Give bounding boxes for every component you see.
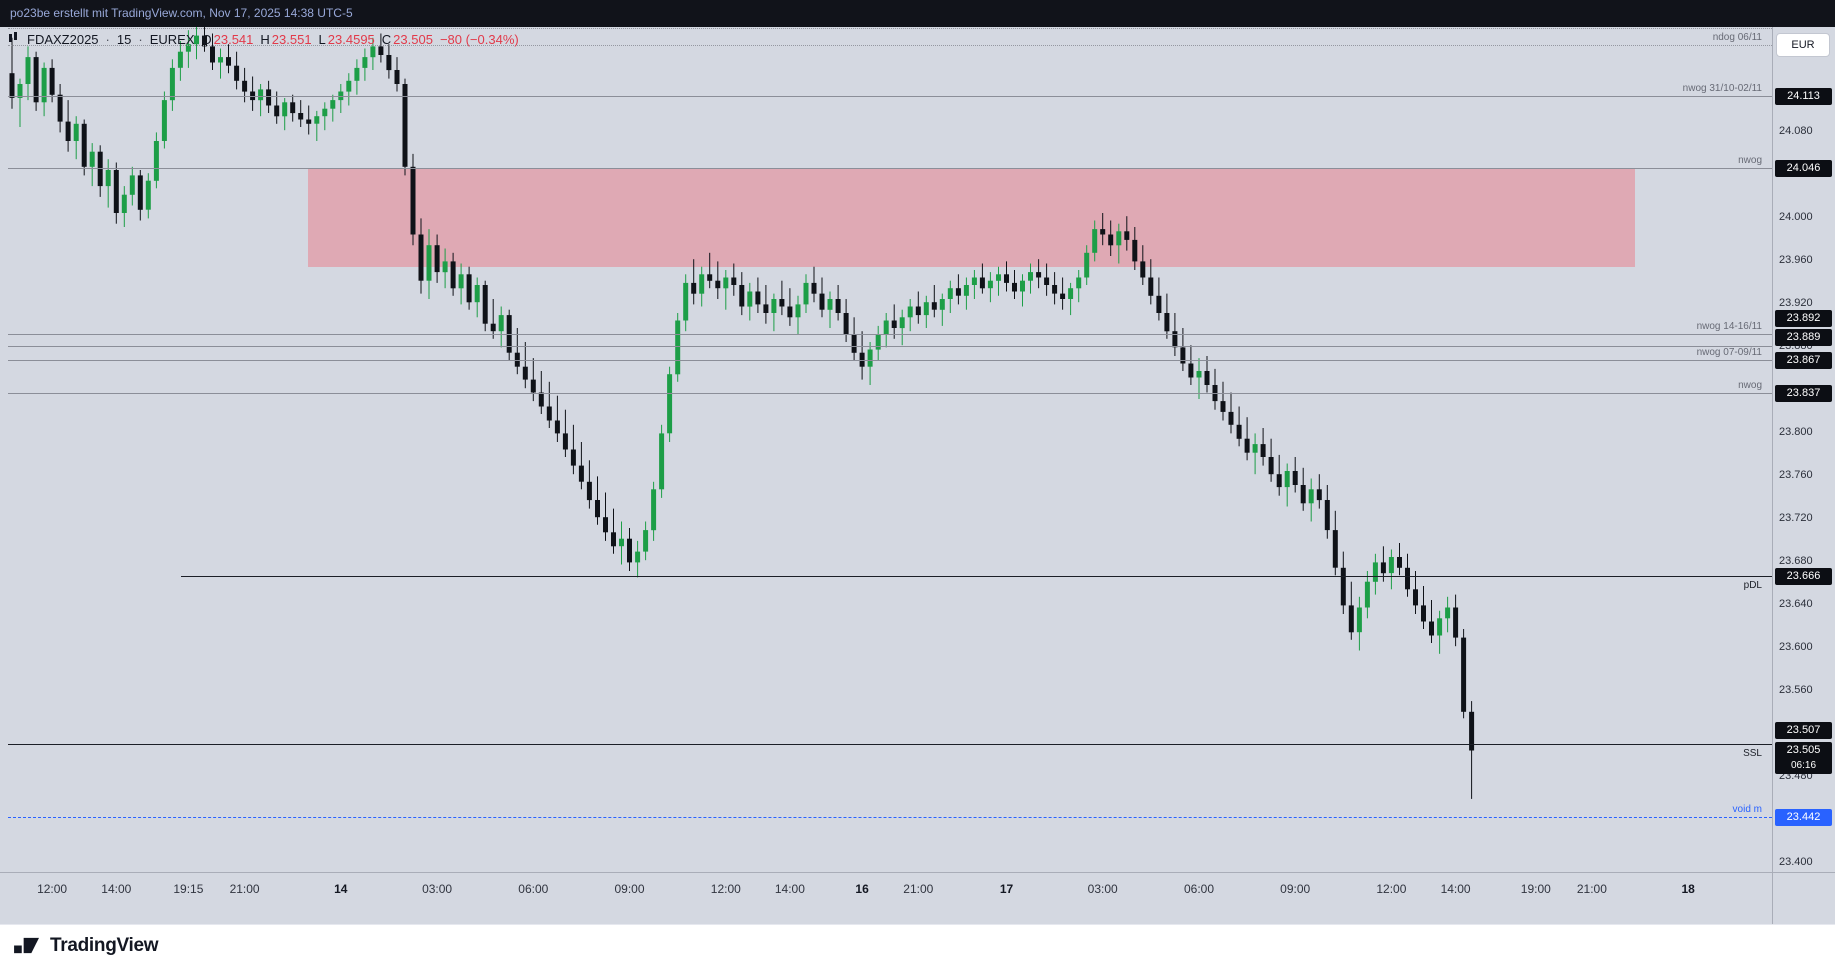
time-label: 19:00 — [1520, 882, 1551, 896]
time-label: 21:00 — [1576, 882, 1607, 896]
nwog-14-16-low-line[interactable] — [8, 346, 1772, 348]
pdl-line[interactable] — [181, 576, 1772, 578]
time-label-day: 18 — [1681, 882, 1695, 896]
price-badge-23892: 23.892 — [1775, 309, 1832, 327]
price-tick: 23.720 — [1779, 512, 1813, 525]
price-tick: 23.400 — [1779, 856, 1813, 869]
tradingview-logo-icon[interactable] — [14, 934, 41, 957]
ndog-upper-line[interactable] — [8, 28, 1772, 30]
legend-separator: · — [105, 32, 110, 47]
ndog-lower-label: ndog 06/11 — [1712, 32, 1762, 44]
chart-plot-area[interactable]: FDAXZ2025 · 15 · EUREX O 23.541 H 23.551 L… — [0, 27, 1772, 872]
time-label: 12:00 — [710, 882, 741, 896]
tradingview-wordmark[interactable]: TradingView — [50, 934, 159, 956]
price-tick: 23.560 — [1779, 684, 1813, 697]
time-label: 03:00 — [422, 882, 453, 896]
supply-zone-drawing[interactable] — [308, 168, 1635, 267]
nwog-24046-line[interactable] — [8, 167, 1772, 169]
price-tick: 23.960 — [1779, 254, 1813, 267]
nwog-23837-label: nwog — [1738, 379, 1762, 391]
time-label: 09:00 — [614, 882, 645, 896]
time-label: 09:00 — [1280, 882, 1311, 896]
price-tick: 24.080 — [1779, 125, 1813, 138]
bar-countdown: 06:16 — [1790, 759, 1817, 771]
price-tick: 23.800 — [1779, 426, 1813, 439]
interval-label: 15 — [116, 32, 132, 47]
void-m-line[interactable] — [8, 817, 1772, 819]
ohlc-low: L 23.4595 — [318, 32, 375, 47]
nwog-07-09-line[interactable] — [8, 360, 1772, 362]
price-tick: 24.000 — [1779, 211, 1813, 224]
chart-background — [0, 27, 1835, 924]
ndog-lower-line[interactable] — [8, 45, 1772, 47]
time-label: 12:00 — [37, 882, 68, 896]
time-axis-separator — [0, 872, 1835, 873]
nwog-14-16-up-label: nwog 14-16/11 — [1696, 320, 1762, 332]
pdl-label: pDL — [1743, 580, 1762, 592]
price-scale-separator — [1772, 27, 1773, 924]
change-label: −80 (−0.34%) — [439, 32, 519, 47]
price-tick: 23.760 — [1779, 469, 1813, 482]
time-label: 12:00 — [1376, 882, 1407, 896]
time-axis[interactable]: 12:00 14:00 19:15 21:00 14 03:00 06:00 09:00 12:… — [0, 873, 1835, 924]
price-badge-23666: 23.666 — [1775, 568, 1832, 586]
ohlc-close: C 23.505 — [381, 32, 433, 47]
price-badge-23442: 23.442 — [1775, 809, 1832, 827]
candlestick-series[interactable] — [0, 27, 1772, 872]
price-tick: 23.920 — [1779, 297, 1813, 310]
time-label: 06:00 — [518, 882, 549, 896]
ssl-label: SSL — [1743, 748, 1762, 760]
ohlc-open: O 23.541 — [201, 32, 254, 47]
symbol-name: FDAXZ2025 — [27, 32, 99, 47]
price-tick: 23.640 — [1779, 598, 1813, 611]
price-badge-23505: 23.505 06:16 — [1775, 741, 1832, 774]
time-label: 19:15 — [173, 882, 204, 896]
time-label-day: 16 — [855, 882, 869, 896]
attribution-text: po23be erstellt mit TradingView.com, Nov… — [10, 6, 353, 20]
time-label-day: 17 — [999, 882, 1014, 896]
nwog-31-10-line[interactable] — [8, 95, 1772, 97]
footer-bar: TradingView — [0, 924, 1835, 966]
time-label: 03:00 — [1087, 882, 1118, 896]
price-tick: 23.680 — [1779, 555, 1813, 568]
time-label: 21:00 — [903, 882, 934, 896]
nwog-24046-label: nwog — [1738, 154, 1762, 166]
price-badge-23867: 23.867 — [1775, 352, 1832, 370]
price-badge-23507: 23.507 — [1775, 722, 1832, 740]
legend-separator: · — [138, 32, 143, 47]
time-label: 21:00 — [229, 882, 260, 896]
attribution-bar: po23be erstellt mit TradingView.com, Nov… — [0, 0, 1835, 27]
series-icon — [8, 32, 18, 44]
nwog-23837-line[interactable] — [8, 392, 1772, 394]
exchange-label: EUREX — [149, 32, 195, 47]
price-badge-23837: 23.837 — [1775, 384, 1832, 402]
price-badge-23889: 23.889 — [1775, 328, 1832, 346]
time-label: 14:00 — [101, 882, 132, 896]
time-label: 14:00 — [1440, 882, 1471, 896]
ohlc-high: H 23.551 — [260, 32, 312, 47]
symbol-legend[interactable]: FDAXZ2025 · 15 · EUREX O 23.541 H 23.551 L… — [8, 32, 519, 47]
time-label: 14:00 — [774, 882, 805, 896]
price-badge-24046: 24.046 — [1775, 159, 1832, 177]
price-scale[interactable]: EUR 24.080 24.000 23.960 23.920 23.880 23.800… — [1773, 27, 1835, 872]
currency-button[interactable]: EUR — [1776, 33, 1830, 57]
nwog-07-09-label: nwog 07-09/11 — [1696, 347, 1762, 359]
price-badge-24113: 24.113 — [1775, 87, 1832, 105]
time-label-day: 14 — [334, 882, 348, 896]
price-tick: 23.600 — [1779, 641, 1813, 654]
void-m-label: void m — [1732, 804, 1762, 816]
time-label: 06:00 — [1183, 882, 1215, 896]
nwog-14-16-up-line[interactable] — [8, 333, 1772, 335]
nwog-31-10-label: nwog 31/10-02/11 — [1682, 82, 1762, 94]
ssl-line[interactable] — [8, 744, 1772, 746]
